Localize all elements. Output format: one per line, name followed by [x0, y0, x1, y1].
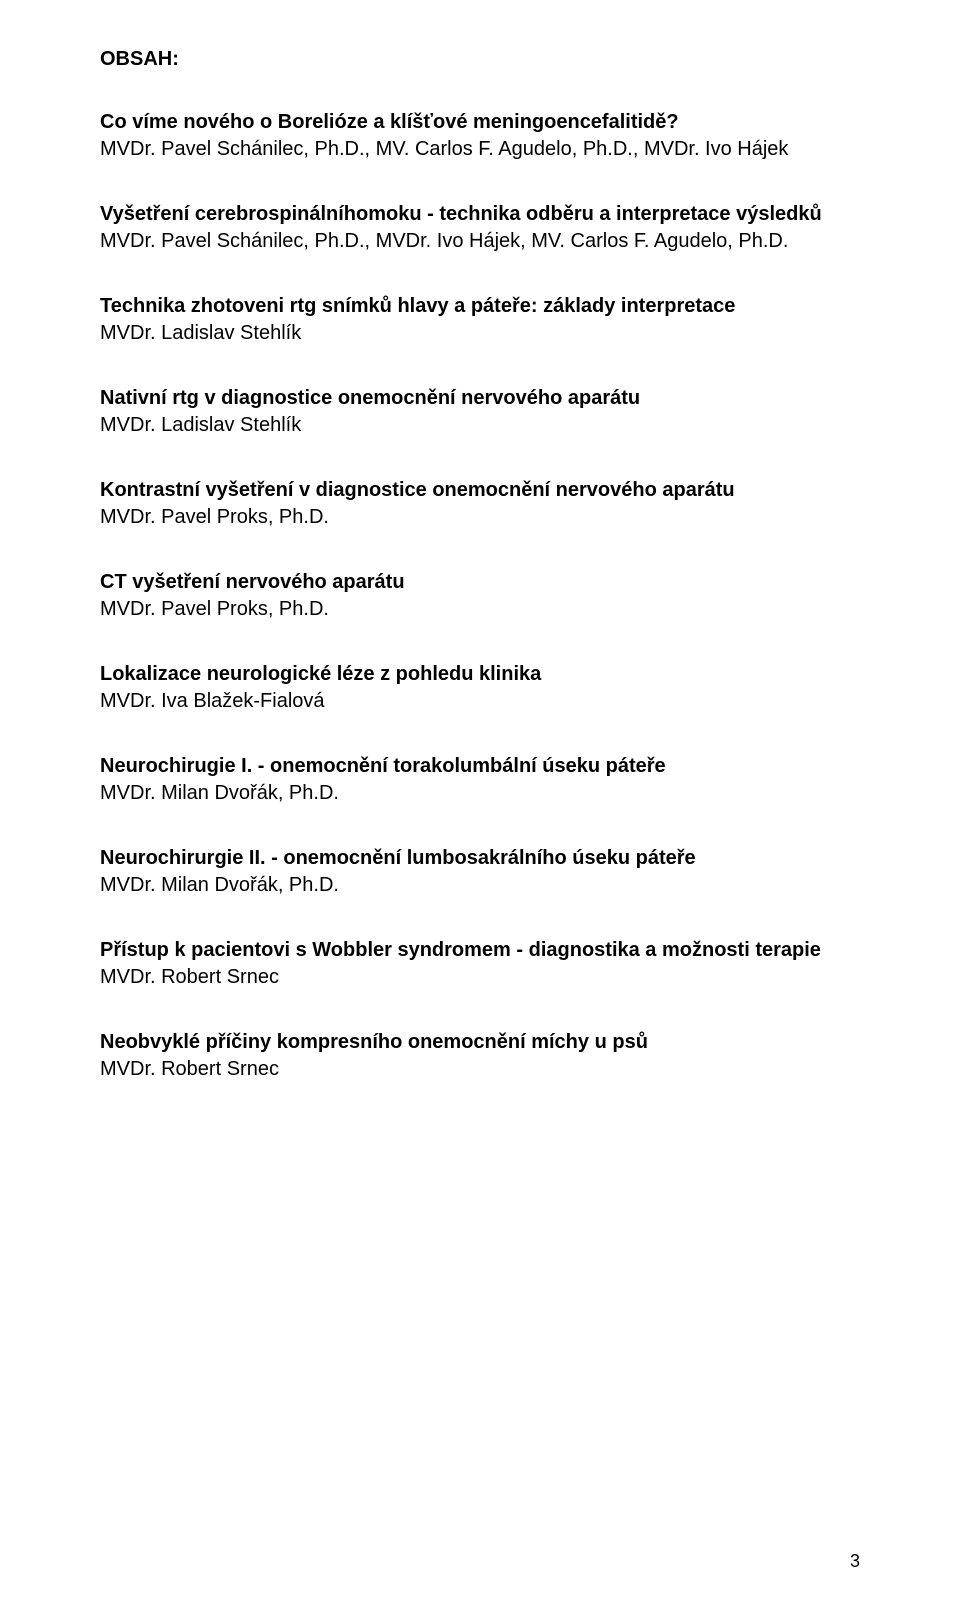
toc-entry: Přístup k pacientovi s Wobbler syndromem… — [100, 937, 860, 991]
toc-entry-author: MVDr. Iva Blažek-Fialová — [100, 688, 860, 715]
toc-entry-author: MVDr. Pavel Proks, Ph.D. — [100, 504, 860, 531]
toc-entry: Neobvyklé příčiny kompresního onemocnění… — [100, 1029, 860, 1083]
toc-entry-title: Technika zhotoveni rtg snímků hlavy a pá… — [100, 293, 860, 320]
toc-entry-author: MVDr. Pavel Schánilec, Ph.D., MV. Carlos… — [100, 136, 860, 163]
toc-entry: Vyšetření cerebrospinálníhomoku - techni… — [100, 201, 860, 255]
toc-entry-author: MVDr. Milan Dvořák, Ph.D. — [100, 780, 860, 807]
toc-entry-title: Neobvyklé příčiny kompresního onemocnění… — [100, 1029, 860, 1056]
toc-entry: CT vyšetření nervového aparátu MVDr. Pav… — [100, 569, 860, 623]
toc-entry-author: MVDr. Milan Dvořák, Ph.D. — [100, 872, 860, 899]
toc-entry: Kontrastní vyšetření v diagnostice onemo… — [100, 477, 860, 531]
toc-entry-title: CT vyšetření nervového aparátu — [100, 569, 860, 596]
toc-entry-author: MVDr. Robert Srnec — [100, 1056, 860, 1083]
toc-entry-author: MVDr. Ladislav Stehlík — [100, 320, 860, 347]
toc-entry-title: Nativní rtg v diagnostice onemocnění ner… — [100, 385, 860, 412]
toc-entry-title: Co víme nového o Borelióze a klíšťové me… — [100, 109, 860, 136]
page-number: 3 — [850, 1551, 860, 1572]
toc-entry-author: MVDr. Robert Srnec — [100, 964, 860, 991]
toc-entry: Neurochirurgie II. - onemocnění lumbosak… — [100, 845, 860, 899]
toc-entry-title: Neurochirurgie II. - onemocnění lumbosak… — [100, 845, 860, 872]
toc-entry: Technika zhotoveni rtg snímků hlavy a pá… — [100, 293, 860, 347]
toc-entry-title: Přístup k pacientovi s Wobbler syndromem… — [100, 937, 860, 964]
toc-entry: Lokalizace neurologické léze z pohledu k… — [100, 661, 860, 715]
toc-entry-title: Lokalizace neurologické léze z pohledu k… — [100, 661, 860, 688]
toc-entry-author: MVDr. Ladislav Stehlík — [100, 412, 860, 439]
toc-header: OBSAH: — [100, 48, 860, 71]
toc-entry: Neurochirugie I. - onemocnění torakolumb… — [100, 753, 860, 807]
toc-entry: Nativní rtg v diagnostice onemocnění ner… — [100, 385, 860, 439]
toc-entry-title: Neurochirugie I. - onemocnění torakolumb… — [100, 753, 860, 780]
toc-entry-author: MVDr. Pavel Proks, Ph.D. — [100, 596, 860, 623]
toc-entry: Co víme nového o Borelióze a klíšťové me… — [100, 109, 860, 163]
toc-entry-author: MVDr. Pavel Schánilec, Ph.D., MVDr. Ivo … — [100, 228, 860, 255]
toc-entry-title: Kontrastní vyšetření v diagnostice onemo… — [100, 477, 860, 504]
toc-entry-title: Vyšetření cerebrospinálníhomoku - techni… — [100, 201, 860, 228]
